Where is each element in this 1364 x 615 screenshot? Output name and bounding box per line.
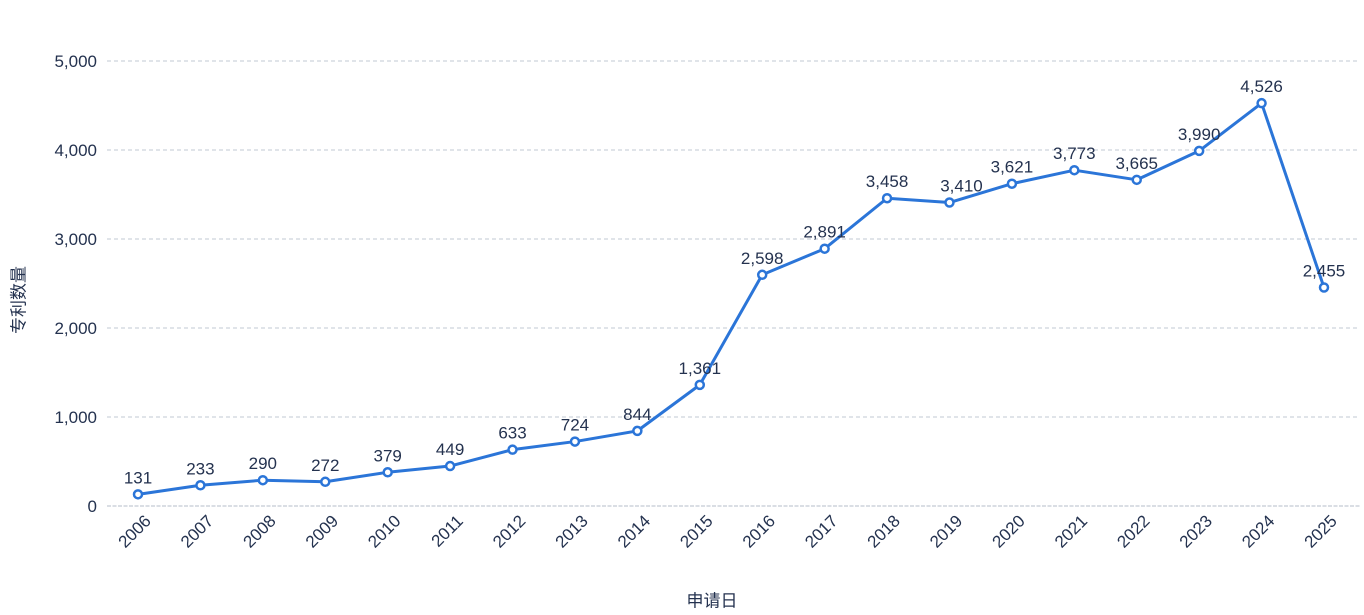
data-point[interactable]	[694, 379, 706, 391]
data-point[interactable]	[507, 444, 518, 455]
data-point[interactable]	[444, 460, 456, 472]
x-tick-label: 2017	[801, 511, 841, 551]
data-point[interactable]	[320, 476, 331, 488]
data-label: 290	[249, 454, 277, 473]
x-tick-label: 2024	[1238, 511, 1278, 551]
data-label: 1,361	[679, 359, 722, 378]
x-tick-label: 2019	[926, 511, 966, 551]
data-label: 3,773	[1053, 144, 1096, 163]
y-tick-label: 3,000	[54, 230, 97, 249]
x-tick-label: 2012	[489, 511, 529, 551]
data-label: 379	[373, 446, 401, 465]
data-point[interactable]	[132, 489, 144, 500]
y-tick-label: 4,000	[54, 141, 97, 160]
data-label: 131	[124, 468, 152, 487]
x-tick-label: 2022	[1113, 511, 1153, 551]
data-label: 2,455	[1303, 262, 1346, 281]
x-tick-label: 2023	[1176, 511, 1216, 551]
y-axis-title: 专利数量	[9, 266, 29, 334]
data-point[interactable]	[1193, 145, 1205, 157]
data-point[interactable]	[382, 467, 393, 478]
data-label: 272	[311, 456, 339, 475]
data-point[interactable]	[1256, 97, 1267, 109]
x-tick-label: 2011	[428, 511, 467, 550]
x-tick-label: 2018	[864, 511, 904, 551]
data-label: 2,891	[803, 223, 846, 242]
data-label: 633	[498, 424, 526, 443]
x-tick-label: 2015	[676, 511, 716, 551]
data-point[interactable]	[1006, 178, 1018, 189]
data-point[interactable]	[881, 192, 893, 204]
x-tick-label: 2006	[115, 511, 155, 551]
x-tick-label: 2025	[1301, 511, 1341, 551]
x-tick-label: 2021	[1051, 511, 1091, 551]
y-tick-label: 2,000	[54, 319, 97, 338]
data-point[interactable]	[944, 197, 955, 208]
y-tick-label: 0	[88, 497, 97, 516]
data-label: 3,410	[940, 177, 983, 196]
data-point[interactable]	[195, 480, 206, 491]
y-tick-label: 5,000	[54, 52, 97, 71]
data-label: 844	[623, 405, 651, 424]
x-axis-title: 申请日	[686, 591, 738, 611]
x-tick-label: 2014	[614, 511, 654, 551]
data-point[interactable]	[1318, 282, 1330, 293]
x-tick-label: 2016	[739, 511, 779, 551]
x-tick-label: 2020	[989, 511, 1029, 551]
data-label: 2,598	[741, 249, 784, 268]
line-series	[136, 101, 1326, 496]
data-point[interactable]	[632, 425, 643, 437]
data-point[interactable]	[1069, 164, 1080, 176]
data-label: 3,458	[866, 172, 909, 191]
data-label: 724	[561, 416, 589, 435]
data-label: 3,665	[1115, 154, 1158, 173]
x-tick-label: 2007	[177, 511, 217, 551]
data-label: 233	[186, 459, 214, 478]
x-tick-label: 2010	[364, 511, 404, 551]
data-point[interactable]	[1131, 174, 1142, 186]
data-label: 4,526	[1240, 77, 1283, 96]
data-point[interactable]	[819, 243, 830, 254]
data-label: 3,621	[991, 158, 1034, 177]
x-tick-label: 2009	[302, 511, 342, 551]
x-tick-label: 2008	[239, 511, 279, 551]
data-point[interactable]	[756, 269, 768, 281]
data-label: 449	[436, 440, 464, 459]
y-tick-label: 1,000	[54, 408, 97, 427]
data-label: 3,990	[1178, 125, 1221, 144]
data-point[interactable]	[257, 474, 269, 486]
data-point[interactable]	[569, 436, 581, 447]
x-tick-label: 2013	[552, 511, 592, 551]
